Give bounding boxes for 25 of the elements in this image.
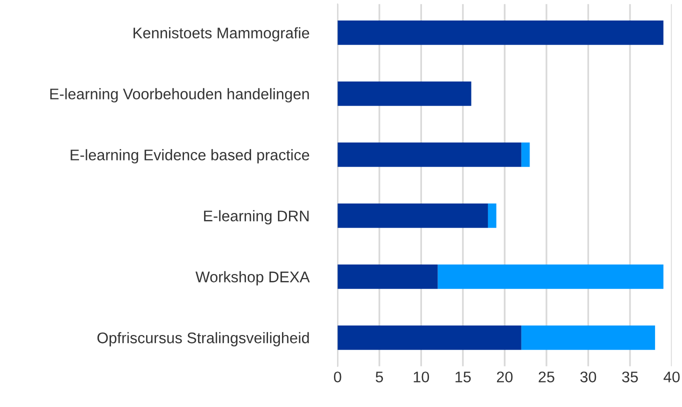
bar bbox=[338, 82, 472, 106]
x-tick-label: 10 bbox=[414, 372, 430, 382]
y-tick-label: Workshop DEXA bbox=[196, 271, 310, 286]
bar bbox=[338, 325, 522, 350]
x-tick-label: 0 bbox=[334, 372, 342, 382]
bar bbox=[338, 20, 664, 45]
x-tick-label: 40 bbox=[664, 372, 680, 382]
x-tick-label: 20 bbox=[496, 372, 513, 382]
bar bbox=[521, 325, 656, 350]
bar bbox=[338, 264, 438, 289]
x-tick-label: 5 bbox=[376, 372, 383, 382]
x-tick-label: 35 bbox=[622, 372, 638, 382]
y-tick-label: E-learning DRN bbox=[204, 210, 309, 224]
x-tick-label: 30 bbox=[580, 372, 596, 382]
bar bbox=[338, 142, 522, 167]
y-tick-label: Kennistoets Mammografie bbox=[134, 27, 310, 42]
bar bbox=[521, 142, 530, 167]
bar bbox=[488, 203, 496, 228]
y-tick-label: E-learning Evidence based practice bbox=[70, 149, 310, 164]
bar bbox=[338, 203, 488, 228]
x-tick-label: 15 bbox=[456, 372, 471, 382]
y-tick-label: E-learning Voorbehouden handelingen bbox=[50, 88, 309, 102]
y-tick-label: Opfriscursus Stralingsveiligheid bbox=[97, 332, 309, 346]
x-tick-label: 25 bbox=[538, 372, 554, 382]
bar bbox=[438, 264, 664, 289]
